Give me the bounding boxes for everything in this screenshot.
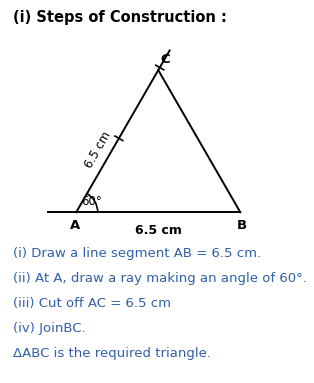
- Text: ΔABC is the required triangle.: ΔABC is the required triangle.: [13, 347, 211, 360]
- Text: A: A: [70, 219, 80, 232]
- Text: (ii) At A, draw a ray making an angle of 60°.: (ii) At A, draw a ray making an angle of…: [13, 272, 306, 285]
- Text: (i) Steps of Construction :: (i) Steps of Construction :: [13, 10, 226, 25]
- Text: (iii) Cut off AC = 6.5 cm: (iii) Cut off AC = 6.5 cm: [13, 297, 171, 310]
- Text: 60°: 60°: [82, 195, 102, 208]
- Text: (iv) JoinBC.: (iv) JoinBC.: [13, 322, 85, 335]
- Text: B: B: [236, 219, 246, 232]
- Text: 6.5 cm: 6.5 cm: [135, 224, 182, 237]
- Text: (i) Draw a line segment AB = 6.5 cm.: (i) Draw a line segment AB = 6.5 cm.: [13, 247, 261, 260]
- Text: C: C: [160, 52, 170, 65]
- Text: 6.5 cm: 6.5 cm: [82, 129, 113, 171]
